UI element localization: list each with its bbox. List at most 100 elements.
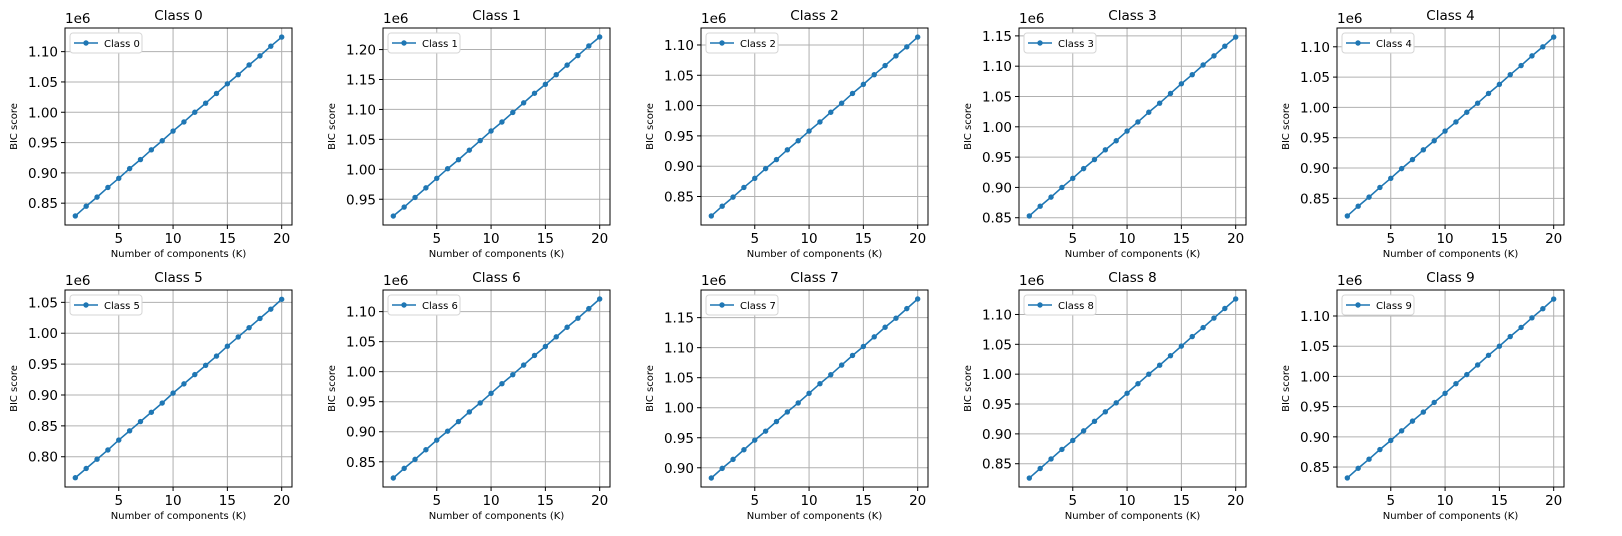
data-point (401, 465, 407, 472)
legend: Class 5 (69, 294, 143, 316)
data-point (1091, 156, 1098, 163)
data-point (553, 334, 559, 340)
data-point (806, 128, 812, 134)
x-tick-label: 20 (1545, 493, 1562, 509)
legend-box (387, 294, 461, 316)
data-point (882, 324, 888, 330)
legend-label: Class 9 (1376, 301, 1412, 312)
data-point (434, 437, 440, 443)
data-point (116, 175, 122, 182)
x-tick-label: 10 (1436, 231, 1453, 247)
grid (701, 290, 928, 487)
axes-frame (700, 289, 929, 488)
x-tick-label: 20 (273, 231, 290, 247)
data-point (488, 128, 494, 134)
x-tick-label: 15 (537, 493, 554, 509)
legend-box (705, 294, 779, 316)
y-tick-label: 1.05 (982, 89, 1012, 105)
data-point (1167, 352, 1174, 359)
x-axis-label: Number of components (K) (1383, 249, 1519, 260)
chart-title: Class 9 (1426, 270, 1474, 286)
y-tick-label: 1.00 (1300, 369, 1330, 385)
subplot-class-2: 5 10 15 20 0.85 0.90 0.95 1.00 1.05 1.10 Class 2 Nu… (645, 8, 929, 260)
x-tick-label: 5 (432, 231, 441, 247)
data-point (1529, 315, 1535, 321)
subplot-class-5: 5 10 15 20 0.80 0.85 0.90 0.95 1.00 1.05 Class 5 Nu… (9, 270, 293, 522)
x-axis-label: Number of components (K) (111, 511, 247, 522)
axis-offset-text: 1e6 (1337, 273, 1362, 289)
x-tick-label: 5 (1386, 231, 1395, 247)
data-point (1026, 475, 1033, 481)
data-point (1442, 390, 1448, 397)
data-point (1388, 175, 1394, 182)
data-point (806, 390, 812, 397)
data-point (1464, 371, 1470, 378)
y-tick-label: 1.00 (982, 367, 1012, 383)
y-axis-label: BIC score (645, 365, 656, 412)
subplot-class-0: 5 10 15 20 0.85 0.90 0.95 1.00 1.05 1.10 Class 0 Nu… (9, 8, 293, 260)
data-point (1485, 352, 1492, 358)
y-tick-label: 0.95 (982, 150, 1012, 166)
data-point (520, 362, 527, 368)
x-tick-label: 5 (750, 493, 759, 509)
data-point (126, 165, 133, 172)
data-point (838, 100, 845, 106)
data-point (1518, 324, 1524, 331)
data-point (444, 428, 451, 434)
subplot-class-4: 5 10 15 20 0.85 0.90 0.95 1.00 1.05 1.10 Class 4 Nu… (1281, 8, 1565, 260)
y-axis-label: BIC score (327, 103, 338, 150)
grid (65, 290, 292, 487)
data-point (499, 119, 505, 125)
x-tick-label: 15 (219, 493, 236, 509)
data-point (784, 147, 791, 153)
y-axis-label: BIC score (1281, 103, 1292, 150)
data-point (1540, 306, 1546, 312)
y-tick-label: 1.00 (28, 105, 58, 121)
chart-title: Class 1 (472, 8, 520, 24)
x-tick-label: 20 (591, 493, 608, 509)
data-point (1377, 184, 1383, 191)
data-point (1156, 362, 1163, 368)
y-tick-label: 1.05 (346, 132, 376, 148)
y-tick-label: 0.95 (664, 431, 694, 447)
data-point (1431, 399, 1437, 406)
x-tick-label: 10 (1118, 493, 1135, 509)
y-tick-label: 0.95 (28, 136, 58, 152)
y-tick-label: 0.85 (982, 211, 1012, 227)
data-point (752, 175, 758, 182)
y-tick-label: 0.85 (664, 190, 694, 206)
y-tick-label: 1.05 (664, 371, 694, 387)
data-point (202, 100, 209, 106)
axis-offset-text: 1e6 (383, 11, 408, 27)
data-point (268, 306, 274, 312)
data-point (1453, 119, 1459, 125)
y-axis-label: BIC score (9, 103, 20, 150)
grid (1019, 290, 1246, 487)
data-point (1135, 381, 1141, 387)
data-point (434, 175, 440, 181)
data-point (817, 119, 823, 125)
legend-marker (83, 40, 89, 46)
y-tick-label: 1.05 (982, 337, 1012, 353)
data-point (1113, 138, 1119, 144)
data-point (1485, 90, 1492, 97)
x-tick-label: 10 (1436, 493, 1453, 509)
y-tick-label: 1.10 (982, 307, 1012, 323)
chart-title: Class 8 (1108, 270, 1156, 286)
legend-label: Class 6 (422, 301, 458, 312)
data-point (390, 213, 397, 219)
y-tick-label: 0.90 (346, 425, 376, 441)
data-point (246, 324, 252, 331)
y-tick-label: 1.05 (1300, 70, 1330, 86)
data-point (596, 296, 603, 302)
data-point (1135, 119, 1141, 125)
data-point (773, 156, 780, 163)
data-point (510, 109, 516, 116)
x-tick-label: 5 (1068, 231, 1077, 247)
data-point (596, 34, 603, 40)
x-tick-label: 20 (591, 231, 608, 247)
data-point (1080, 428, 1087, 434)
y-tick-label: 0.95 (1300, 400, 1330, 416)
data-point (1518, 62, 1524, 69)
subplot-class-9: 5 10 15 20 0.85 0.90 0.95 1.00 1.05 1.10 Class 9 Nu… (1281, 270, 1565, 522)
